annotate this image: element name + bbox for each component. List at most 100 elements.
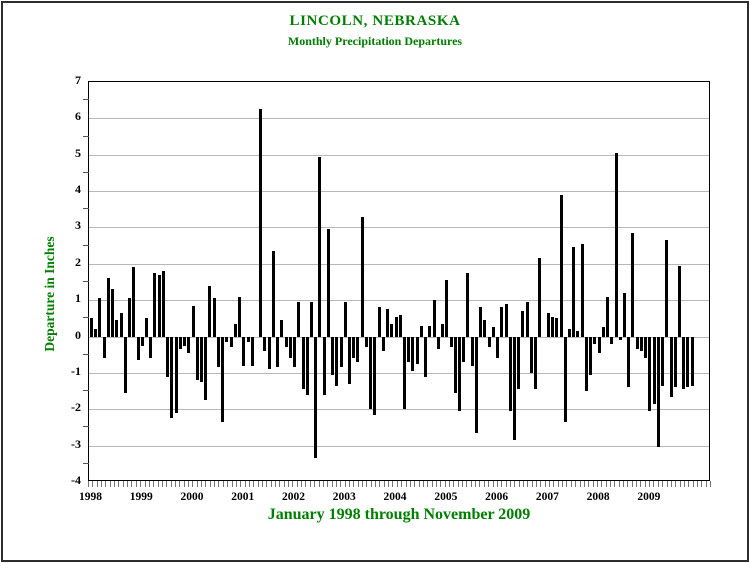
chart-title: LINCOLN, NEBRASKA [289, 13, 461, 29]
x-minor-tick [649, 481, 651, 487]
x-minor-tick [562, 481, 564, 487]
x-minor-tick [327, 481, 329, 487]
x-minor-tick [662, 481, 664, 487]
bar-month-2008-Oct [635, 336, 639, 350]
bar-month-2005-Nov [487, 336, 491, 348]
x-minor-tick [114, 481, 116, 487]
bar-month-2009-Jun [669, 336, 673, 397]
x-minor-tick [531, 481, 533, 487]
x-minor-tick [179, 481, 181, 487]
bar-month-2004-Jun [415, 336, 419, 364]
bar-month-2009-Oct [686, 336, 690, 388]
bar-month-2000-Jan [191, 305, 195, 337]
bar-month-1998-Jul [115, 320, 119, 337]
y-tick-label--1: -1 [71, 363, 81, 378]
bar-month-2007-Jul [572, 247, 576, 337]
bar-month-2001-Feb [246, 336, 250, 342]
x-minor-tick [261, 481, 263, 487]
bar-month-1998-Oct [128, 298, 132, 337]
bar-month-2000-Sep [225, 336, 229, 342]
bar-month-2001-Dec [288, 336, 292, 359]
bar-month-2004-May [411, 336, 415, 372]
bar-month-2000-Feb [195, 336, 199, 381]
x-minor-tick [131, 481, 133, 487]
bar-month-2009-Sep [682, 336, 686, 390]
bar-month-2001-Sep [276, 336, 280, 368]
x-minor-tick [675, 481, 677, 487]
bar-month-2006-Jun [517, 336, 521, 390]
x-minor-tick [344, 481, 346, 487]
x-minor-tick [605, 481, 607, 487]
bar-month-1999-Jan [140, 336, 144, 346]
bar-month-1998-May [106, 278, 110, 337]
x-minor-tick [501, 481, 503, 487]
bar-month-2008-Jan [597, 336, 601, 353]
bar-month-2007-Feb [551, 316, 555, 337]
bar-month-1998-Dec [136, 336, 140, 361]
y-minor-tick [83, 135, 89, 137]
x-minor-tick [322, 481, 324, 487]
x-minor-tick [383, 481, 385, 487]
x-minor-tick [266, 481, 268, 487]
x-minor-tick [305, 481, 307, 487]
x-minor-tick [218, 481, 220, 487]
x-minor-tick [292, 481, 294, 487]
x-minor-tick [396, 481, 398, 487]
bar-month-2009-Jan [648, 336, 652, 412]
bar-month-2007-May [563, 336, 567, 422]
bar-month-2005-Dec [491, 327, 495, 337]
bar-month-2007-Oct [584, 336, 588, 392]
x-minor-tick [157, 481, 159, 487]
x-minor-tick [575, 481, 577, 487]
bar-month-2005-Feb [449, 336, 453, 348]
y-minor-tick [83, 317, 89, 319]
bar-month-1998-Nov [132, 267, 136, 337]
y-minor-tick [83, 99, 89, 101]
x-year-label-1998: 1998 [79, 491, 102, 503]
x-minor-tick [596, 481, 598, 487]
x-minor-tick [701, 481, 703, 487]
bar-month-2005-Aug [474, 336, 478, 433]
bar-month-1998-Mar [98, 298, 102, 337]
x-minor-tick [388, 481, 390, 487]
bar-month-2002-Jul [318, 156, 322, 337]
x-minor-tick [88, 481, 89, 487]
bar-month-2001-Jan [242, 336, 246, 366]
x-minor-tick [688, 481, 690, 487]
x-minor-tick [301, 481, 303, 487]
x-minor-tick [231, 481, 233, 487]
x-year-label-1999: 1999 [129, 491, 153, 503]
x-minor-tick [440, 481, 442, 487]
bar-month-2006-Oct [534, 336, 538, 390]
x-minor-tick [579, 481, 581, 487]
x-minor-tick [296, 481, 298, 487]
x-minor-tick [318, 481, 320, 487]
x-minor-tick [514, 481, 516, 487]
x-minor-tick [405, 481, 407, 487]
bar-month-2000-Dec [238, 296, 242, 337]
x-year-label-2009: 2009 [637, 491, 661, 503]
x-minor-tick [479, 481, 481, 487]
x-minor-tick [170, 481, 172, 487]
x-minor-tick [636, 481, 638, 487]
bar-month-2004-Dec [441, 323, 445, 337]
bar-month-2005-Apr [458, 336, 461, 412]
bar-month-2009-Nov [690, 336, 694, 386]
bar-month-2003-Aug [373, 336, 377, 415]
bar-month-1999-Jul [166, 336, 170, 377]
gridline-y--1 [89, 372, 709, 374]
x-minor-tick [679, 481, 681, 487]
bar-month-2004-Mar [403, 336, 407, 410]
bar-month-2002-Nov [335, 336, 339, 386]
x-minor-tick [140, 481, 142, 487]
bar-month-2005-Sep [479, 307, 483, 337]
gridline-y-3 [89, 227, 709, 229]
bar-month-2003-May [360, 216, 364, 337]
x-minor-tick [379, 481, 381, 487]
bar-month-2007-Sep [580, 243, 584, 337]
bar-month-2008-Sep [631, 232, 635, 337]
x-minor-tick [270, 481, 272, 487]
bar-month-2003-Nov [386, 309, 390, 337]
bar-month-2000-Nov [233, 323, 237, 337]
bar-month-2002-Sep [326, 229, 330, 337]
